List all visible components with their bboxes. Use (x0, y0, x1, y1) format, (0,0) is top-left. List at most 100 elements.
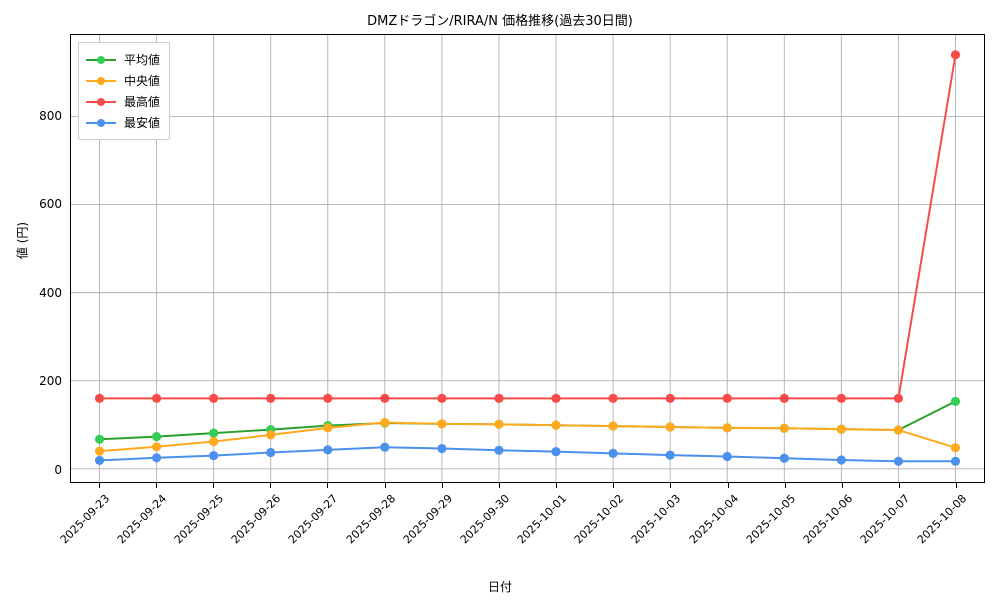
chart-legend: 平均値中央値最高値最安値 (78, 42, 171, 140)
data-point (266, 393, 276, 403)
x-tick-mark (613, 483, 615, 488)
data-point (950, 456, 961, 466)
data-point (152, 393, 162, 403)
x-tick-label: 2025-09-26 (228, 492, 284, 547)
data-point (380, 442, 390, 452)
data-point (836, 455, 846, 465)
plot-area (70, 34, 985, 483)
x-tick-mark (327, 483, 329, 488)
data-point (551, 393, 561, 403)
legend-item[interactable]: 平均値 (86, 49, 160, 70)
data-point (779, 423, 789, 433)
legend-label: 平均値 (124, 53, 161, 67)
x-tick-mark (270, 483, 272, 488)
x-tick-label: 2025-10-05 (743, 492, 799, 547)
legend-label: 最安値 (124, 116, 161, 130)
legend-marker-icon (86, 96, 116, 108)
data-point (665, 422, 675, 432)
x-tick-label: 2025-09-24 (114, 492, 169, 547)
data-point (209, 436, 219, 447)
x-tick-label: 2025-10-02 (572, 492, 627, 547)
x-tick-label: 2025-09-28 (343, 492, 398, 547)
x-tick-mark (784, 483, 786, 488)
data-point (437, 393, 447, 403)
y-axis-ticks: 0 200 400 600 800 (8, 0, 77, 600)
data-point (551, 420, 561, 430)
data-point (152, 432, 162, 442)
x-tick-label: 2025-09-25 (171, 492, 227, 547)
data-point (722, 451, 732, 462)
data-point (950, 443, 961, 453)
data-point (152, 442, 162, 452)
x-tick-mark (956, 483, 958, 488)
y-tick-label: 600 (39, 197, 62, 212)
legend-item[interactable]: 最安値 (86, 112, 160, 133)
data-point (380, 393, 390, 403)
data-point (608, 448, 618, 458)
data-point (152, 453, 162, 463)
data-point (94, 446, 105, 456)
data-point (437, 419, 447, 429)
chart-title: DMZドラゴン/RIRA/N 価格推移(過去30日間) (367, 14, 633, 29)
x-tick-label: 2025-09-29 (400, 492, 455, 547)
data-point (94, 434, 105, 444)
x-tick-mark (155, 483, 157, 488)
series-line (98, 446, 957, 463)
data-point (950, 50, 961, 60)
data-point (209, 428, 219, 438)
data-point (209, 450, 219, 461)
data-point (266, 430, 276, 440)
data-point (551, 447, 561, 457)
x-tick-label: 2025-10-08 (915, 492, 970, 547)
data-point (722, 393, 732, 403)
data-point (608, 421, 618, 431)
data-point (665, 450, 675, 460)
x-tick-mark (441, 483, 443, 488)
x-tick-label: 2025-09-30 (457, 492, 513, 547)
legend-marker-icon (86, 117, 116, 129)
x-tick-mark (842, 483, 844, 488)
data-point (722, 423, 732, 433)
x-tick-label: 2025-09-23 (57, 492, 112, 547)
x-tick-mark (98, 483, 100, 488)
data-point (494, 419, 504, 429)
x-tick-mark (899, 483, 901, 488)
x-tick-label: 2025-10-03 (629, 492, 684, 547)
data-point (209, 393, 219, 403)
data-point (323, 445, 333, 455)
legend-label: 中央値 (124, 74, 161, 88)
y-tick-label: 0 (54, 462, 62, 477)
data-point (665, 393, 675, 403)
data-point (380, 417, 390, 428)
x-tick-mark (670, 483, 672, 488)
x-tick-mark (498, 483, 500, 488)
y-tick-label: 800 (39, 108, 62, 123)
grid-lines (71, 35, 984, 482)
series-line (98, 400, 957, 441)
series-line (98, 53, 957, 400)
data-point (950, 396, 961, 406)
data-point (266, 447, 276, 458)
x-tick-mark (212, 483, 214, 488)
data-point (836, 424, 846, 434)
data-point (323, 423, 333, 433)
x-tick-mark (556, 483, 558, 488)
series-line (98, 421, 957, 453)
data-point (779, 453, 789, 463)
x-tick-label: 2025-10-04 (686, 492, 741, 547)
legend-item[interactable]: 最高値 (86, 91, 160, 112)
data-point (608, 393, 618, 403)
data-point (836, 393, 846, 403)
y-tick-label: 200 (39, 374, 62, 389)
data-point (494, 393, 504, 403)
legend-item[interactable]: 中央値 (86, 70, 160, 91)
data-point (893, 425, 903, 435)
data-point (893, 456, 903, 466)
legend-label: 最高値 (124, 95, 161, 109)
x-tick-label: 2025-10-06 (800, 492, 856, 547)
x-axis-label: 日付 (487, 580, 512, 594)
legend-marker-icon (86, 75, 116, 87)
x-tick-label: 2025-10-01 (514, 492, 570, 547)
x-tick-label: 2025-10-07 (858, 492, 913, 547)
data-point (779, 393, 789, 403)
